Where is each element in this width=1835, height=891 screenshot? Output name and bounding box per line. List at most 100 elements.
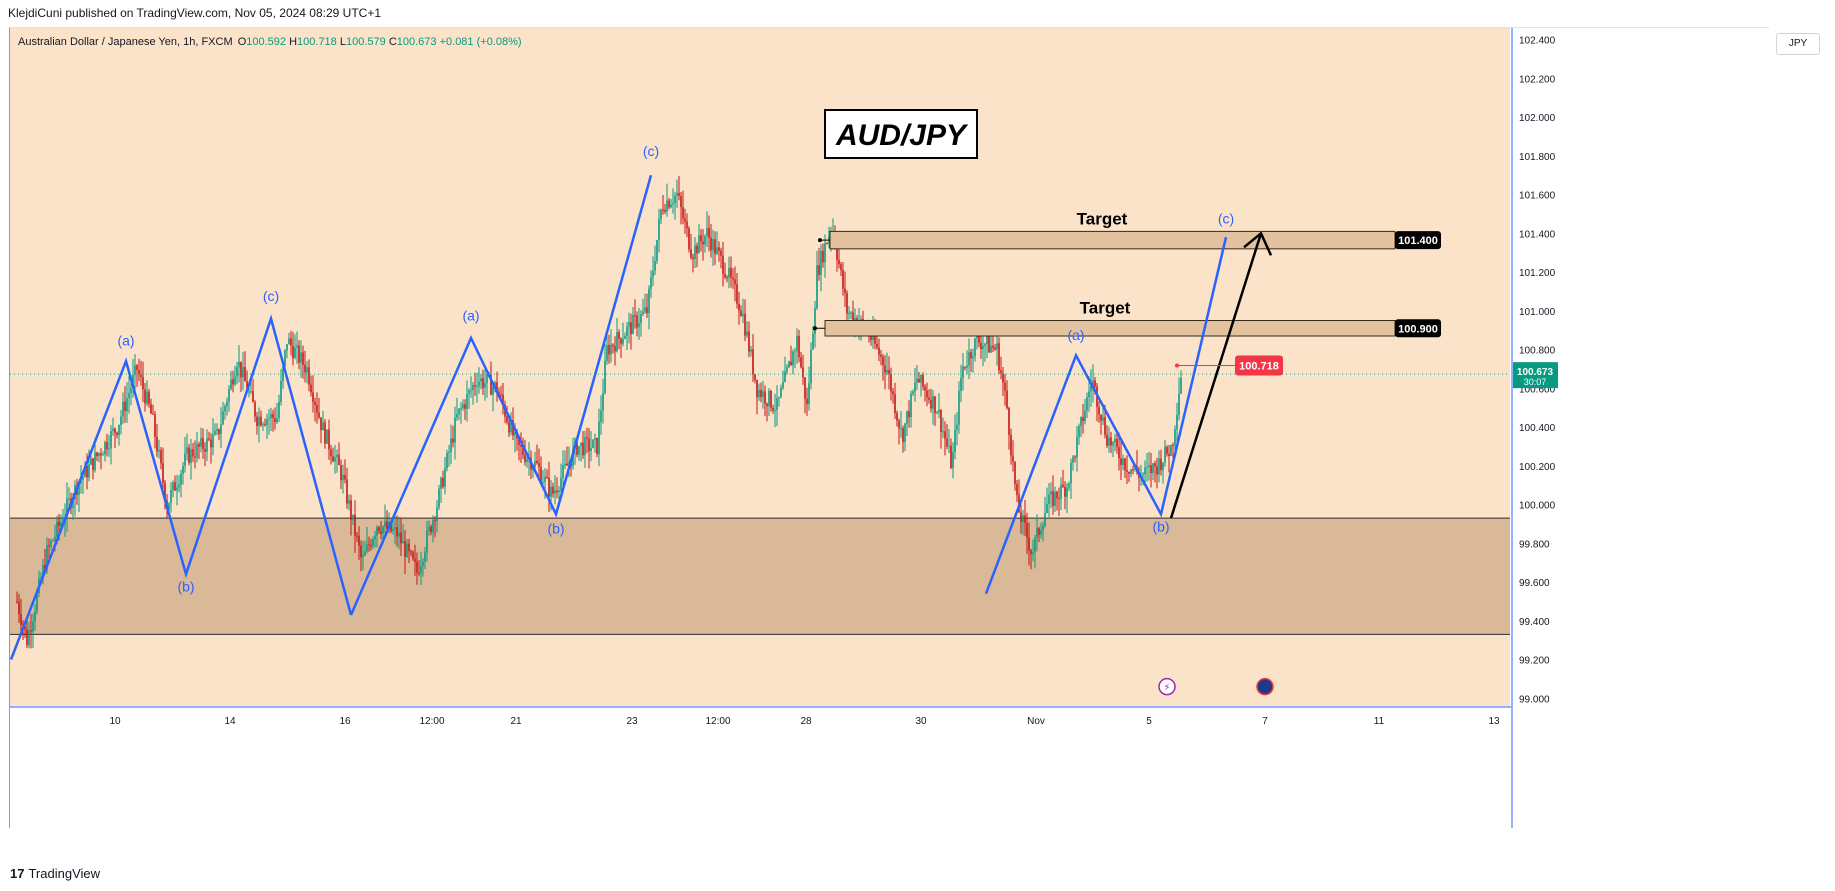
- candle-body: [578, 446, 580, 455]
- candle-body: [1066, 487, 1068, 497]
- candle-body: [906, 411, 908, 424]
- candle-body: [740, 310, 742, 316]
- candle-body: [636, 315, 638, 328]
- candle-body: [690, 249, 692, 258]
- candle-body: [908, 411, 910, 418]
- wave-line: [984, 236, 1228, 595]
- candle-body: [846, 293, 848, 314]
- candle-body: [494, 382, 496, 387]
- candle-body: [646, 307, 648, 314]
- y-tick-label: 101.400: [1519, 229, 1556, 240]
- candle-body: [514, 431, 516, 436]
- candle-body: [244, 367, 246, 382]
- candle-body: [676, 192, 678, 196]
- candle-body: [172, 482, 174, 491]
- ohlc-low: 100.579: [345, 36, 386, 48]
- candle-body: [750, 349, 752, 352]
- candle-body: [554, 490, 556, 494]
- tradingview-logo[interactable]: 17 TradingView: [10, 866, 100, 881]
- candle-body: [1106, 434, 1108, 446]
- candle-body: [1074, 456, 1076, 458]
- candle-body: [1120, 458, 1122, 465]
- candle-body: [28, 630, 30, 646]
- lightning-icon[interactable]: [1158, 677, 1176, 696]
- y-tick-label: 100.600: [1519, 384, 1556, 395]
- candle-body: [626, 326, 628, 337]
- candle-body: [418, 572, 420, 574]
- candle-body: [1174, 429, 1176, 446]
- candle-body: [666, 200, 668, 212]
- candle-body: [754, 374, 756, 381]
- candle-body: [710, 237, 712, 251]
- candle-body: [440, 477, 442, 489]
- candle-body: [700, 235, 702, 242]
- y-tick-label: 99.600: [1519, 578, 1550, 589]
- candle-body: [1036, 528, 1038, 538]
- candle-body: [1058, 498, 1060, 500]
- ohlc-open-label: O: [237, 36, 247, 48]
- candle-body: [1020, 512, 1022, 522]
- candle-body: [370, 545, 372, 547]
- candle-body: [1180, 377, 1182, 394]
- candle-body: [1088, 391, 1090, 397]
- candle-body: [228, 388, 230, 402]
- candle-body: [850, 312, 852, 314]
- candle-body: [804, 377, 806, 399]
- candle-body: [566, 463, 568, 466]
- y-tick-label: 102.400: [1519, 36, 1556, 47]
- candle-body: [290, 338, 292, 346]
- candle-body: [762, 391, 764, 398]
- y-tick-label: 100.800: [1519, 346, 1556, 357]
- candle-body: [932, 396, 934, 409]
- candle-body: [102, 454, 104, 456]
- candle-body: [880, 354, 882, 357]
- candle-body: [484, 383, 486, 388]
- candle-body: [936, 412, 938, 414]
- candle-body: [884, 365, 886, 373]
- candle-body: [672, 203, 674, 205]
- y-tick-label: 99.400: [1519, 617, 1550, 628]
- wave-label: (c): [263, 288, 279, 304]
- symbol-name: Australian Dollar / Japanese Yen, 1h, FX…: [18, 36, 233, 48]
- candle-body: [506, 416, 508, 423]
- candle-body: [966, 365, 968, 368]
- candle-body: [312, 392, 314, 402]
- candle-body: [1178, 393, 1180, 415]
- chart-area[interactable]: Target 101.400 Target 100.900 (a) (b) (c) (a) (b…: [9, 27, 1769, 828]
- candle-body: [216, 429, 218, 431]
- candle-body: [712, 239, 714, 251]
- currency-button[interactable]: JPY: [1776, 33, 1820, 55]
- candle-body: [134, 365, 136, 375]
- candle-body: [888, 369, 890, 375]
- wave-label: (c): [643, 143, 659, 159]
- candle-body: [502, 394, 504, 405]
- candle-body: [456, 413, 458, 418]
- candle-body: [588, 438, 590, 452]
- candle-body: [192, 449, 194, 457]
- candle-body: [1044, 513, 1046, 526]
- chart-canvas[interactable]: Target 101.400 Target 100.900 (a) (b) (c) (a) (b…: [10, 28, 1769, 828]
- candle-body: [748, 331, 750, 352]
- candle-body: [288, 338, 290, 345]
- candle-body: [122, 401, 124, 417]
- australia-flag-icon[interactable]: [1256, 677, 1274, 696]
- candle-body: [628, 322, 630, 327]
- candle-body: [82, 477, 84, 481]
- candle-body: [1000, 370, 1002, 374]
- candle-body: [1148, 465, 1150, 468]
- candle-body: [478, 381, 480, 387]
- candle-body: [930, 399, 932, 409]
- candle-body: [1054, 491, 1056, 506]
- candle-body: [808, 383, 810, 405]
- candle-body: [446, 452, 448, 469]
- candle-body: [1012, 455, 1014, 462]
- candle-body: [72, 499, 74, 508]
- candle-body: [426, 530, 428, 553]
- candle-body: [796, 335, 798, 352]
- candle-body: [304, 364, 306, 373]
- candle-body: [780, 387, 782, 398]
- candle-body: [420, 565, 422, 574]
- candle-body: [468, 390, 470, 394]
- candle-body: [534, 460, 536, 467]
- candle-body: [1024, 515, 1026, 524]
